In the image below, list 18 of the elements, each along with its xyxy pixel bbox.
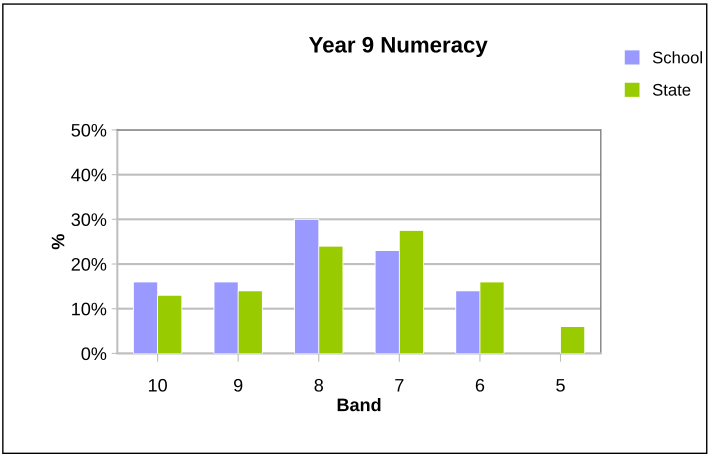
y-axis-title: %	[52, 234, 64, 250]
y-tick-label: 30%	[71, 213, 106, 226]
x-tick-label: 5	[556, 379, 565, 392]
y-tick-label: 10%	[72, 302, 106, 316]
chart-title: Year 9 Numeracy	[308, 36, 488, 58]
y-tick-label: 0%	[82, 347, 106, 360]
x-tick-label: 8	[314, 378, 323, 392]
y-tick-label: 40%	[71, 168, 106, 182]
x-tick-label: 10	[148, 378, 167, 392]
x-axis-title: Band	[338, 398, 380, 412]
y-tick-label: 50%	[71, 124, 106, 137]
legend-label: State	[652, 84, 690, 96]
x-tick-label: 6	[476, 378, 484, 392]
x-tick-label: 9	[234, 378, 242, 392]
legend-label: School	[652, 51, 702, 64]
bar	[560, 326, 586, 354]
x-tick-label: 7	[395, 379, 404, 392]
y-tick-label: 20%	[72, 258, 106, 271]
